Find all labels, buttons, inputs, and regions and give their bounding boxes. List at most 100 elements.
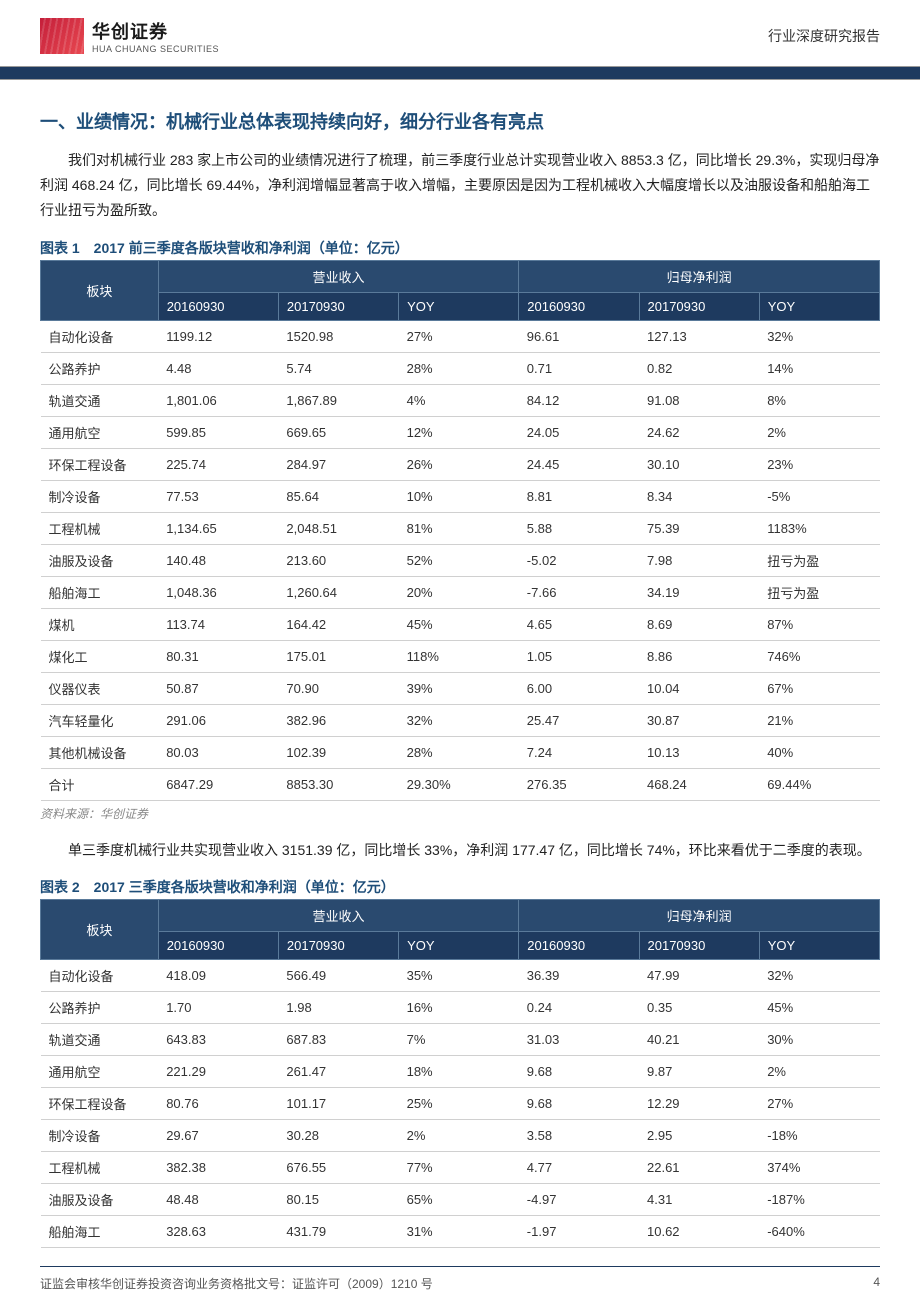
table2-head: 板块 营业收入 归母净利润 2016093020170930YOY2016093… [41,899,880,959]
table-cell: 27% [759,1087,879,1119]
table-cell: 工程机械 [41,512,159,544]
table-row: 油服及设备140.48213.6052%-5.027.98扭亏为盈 [41,544,880,576]
th-sector: 板块 [41,899,159,959]
intro-paragraph-1: 我们对机械行业 283 家上市公司的业绩情况进行了梳理，前三季度行业总计实现营业… [40,148,880,224]
table-cell: 7% [399,1023,519,1055]
table-cell: 27% [399,320,519,352]
table-cell: 自动化设备 [41,959,159,991]
table-cell: 91.08 [639,384,759,416]
table-cell: 10.13 [639,736,759,768]
th-sub: 20170930 [639,292,759,320]
table-cell: 14% [759,352,879,384]
th-sub: 20160930 [158,931,278,959]
table-row: 环保工程设备225.74284.9726%24.4530.1023% [41,448,880,480]
th-sub: 20170930 [278,931,398,959]
table-cell: 52% [399,544,519,576]
table-cell: 环保工程设备 [41,1087,159,1119]
table-row: 其他机械设备80.03102.3928%7.2410.1340% [41,736,880,768]
th-sub: 20170930 [278,292,398,320]
table-cell: 1.05 [519,640,639,672]
table-cell: 102.39 [278,736,398,768]
logo-text-cn: 华创证券 [92,18,219,44]
table-cell: 通用航空 [41,416,159,448]
table1-source: 资料来源：华创证券 [40,805,880,822]
table-cell: 其他机械设备 [41,736,159,768]
table-cell: 4.48 [158,352,278,384]
document-type-label: 行业深度研究报告 [768,26,880,46]
table-cell: 8.34 [639,480,759,512]
table-cell: 1.98 [278,991,398,1023]
table-cell: 40.21 [639,1023,759,1055]
table-cell: 自动化设备 [41,320,159,352]
table-row: 船舶海工1,048.361,260.6420%-7.6634.19扭亏为盈 [41,576,880,608]
table-row: 轨道交通643.83687.837%31.0340.2130% [41,1023,880,1055]
table-cell: 25.47 [519,704,639,736]
table2-body: 自动化设备418.09566.4935%36.3947.9932%公路养护1.7… [41,959,880,1247]
th-sub: 20160930 [158,292,278,320]
table-cell: 0.24 [519,991,639,1023]
table-cell: -5.02 [519,544,639,576]
table2: 板块 营业收入 归母净利润 2016093020170930YOY2016093… [40,899,880,1248]
table-row: 合计6847.298853.3029.30%276.35468.2469.44% [41,768,880,800]
table-cell: 599.85 [158,416,278,448]
table-cell: 9.68 [519,1055,639,1087]
table-cell: 113.74 [158,608,278,640]
table-cell: 合计 [41,768,159,800]
table-cell: 643.83 [158,1023,278,1055]
table-cell: 1,801.06 [158,384,278,416]
table-cell: 通用航空 [41,1055,159,1087]
table-cell: 30.28 [278,1119,398,1151]
table-cell: 4.31 [639,1183,759,1215]
table-row: 船舶海工328.63431.7931%-1.9710.62-640% [41,1215,880,1247]
table-row: 公路养护1.701.9816%0.240.3545% [41,991,880,1023]
table-cell: 船舶海工 [41,1215,159,1247]
table-cell: 29.30% [399,768,519,800]
table1-body: 自动化设备1199.121520.9827%96.61127.1332%公路养护… [41,320,880,800]
table-cell: -640% [759,1215,879,1247]
table-cell: 47.99 [639,959,759,991]
th-sub: YOY [759,931,879,959]
table-cell: 10.04 [639,672,759,704]
table-cell: 4.65 [519,608,639,640]
th-revenue-group: 营业收入 [158,899,519,931]
table-cell: 制冷设备 [41,480,159,512]
table-cell: 175.01 [278,640,398,672]
table-cell: 746% [759,640,879,672]
table-row: 通用航空599.85669.6512%24.0524.622% [41,416,880,448]
table-cell: 轨道交通 [41,1023,159,1055]
header-divider-bar [0,66,920,80]
table-cell: 468.24 [639,768,759,800]
table-cell: 85.64 [278,480,398,512]
th-profit-group: 归母净利润 [519,899,880,931]
table-cell: 8853.30 [278,768,398,800]
table-cell: 2% [759,416,879,448]
table-cell: 40% [759,736,879,768]
table-cell: 1,260.64 [278,576,398,608]
table-cell: 221.29 [158,1055,278,1087]
table-cell: 32% [759,320,879,352]
table-cell: 65% [399,1183,519,1215]
th-profit-group: 归母净利润 [519,260,880,292]
table-cell: 扭亏为盈 [759,576,879,608]
table-cell: -7.66 [519,576,639,608]
table-cell: 127.13 [639,320,759,352]
th-sub: YOY [759,292,879,320]
table-cell: 24.05 [519,416,639,448]
table-cell: 7.98 [639,544,759,576]
table-cell: 25% [399,1087,519,1119]
table-cell: 431.79 [278,1215,398,1247]
table-row: 制冷设备29.6730.282%3.582.95-18% [41,1119,880,1151]
table-cell: 30.87 [639,704,759,736]
page: 华创证券 HUA CHUANG SECURITIES 行业深度研究报告 一、业绩… [0,0,920,1312]
table-cell: 10.62 [639,1215,759,1247]
table-cell: 77% [399,1151,519,1183]
table-cell: 101.17 [278,1087,398,1119]
table-cell: 船舶海工 [41,576,159,608]
table-cell: 1,867.89 [278,384,398,416]
table-cell: -5% [759,480,879,512]
table1: 板块 营业收入 归母净利润 2016093020170930YOY2016093… [40,260,880,801]
page-number: 4 [873,1275,880,1292]
table-cell: 225.74 [158,448,278,480]
table-cell: 3.58 [519,1119,639,1151]
table-cell: 48.48 [158,1183,278,1215]
